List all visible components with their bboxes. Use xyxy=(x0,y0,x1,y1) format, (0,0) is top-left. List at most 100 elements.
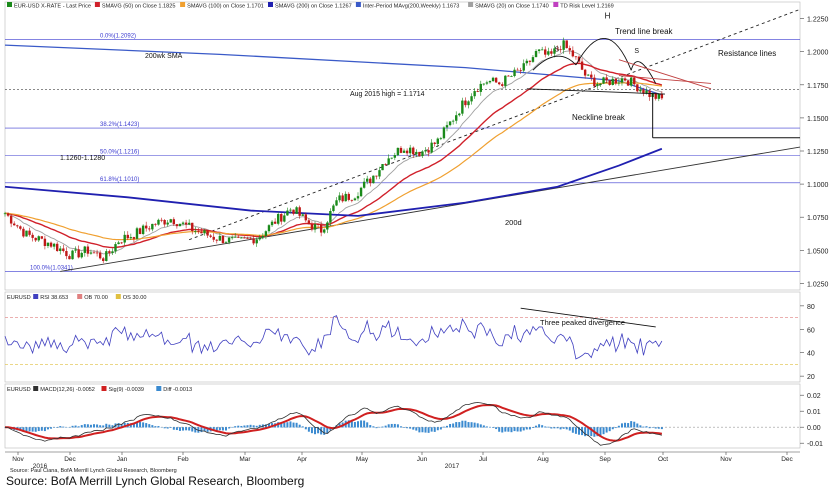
candle-body xyxy=(393,155,397,158)
macd-diff-bar xyxy=(96,424,99,428)
macd-tick-label: -0.01 xyxy=(807,441,823,448)
price-tick-label: 1.1000 xyxy=(807,182,829,189)
macd-diff-bar xyxy=(25,427,28,432)
macd-diff-bar xyxy=(492,427,495,428)
candle-body xyxy=(458,113,461,116)
macd-diff-bar xyxy=(584,427,587,437)
rsi-legend-swatch xyxy=(77,294,83,299)
macd-diff-bar xyxy=(587,427,590,436)
source-note: Source: BofA Merrill Lynch Global Resear… xyxy=(6,474,305,488)
candle-body xyxy=(626,80,630,86)
annotation-range: 1.1260-1.1280 xyxy=(60,155,105,162)
candle-body xyxy=(482,83,486,85)
candle-body xyxy=(657,93,661,99)
candle-body xyxy=(461,100,464,114)
candle-body xyxy=(292,209,295,214)
candle-body xyxy=(22,228,25,237)
divergence-line xyxy=(520,307,656,328)
macd-diff-bar xyxy=(360,420,363,428)
candle-body xyxy=(562,40,565,50)
candle-body xyxy=(645,90,648,94)
macd-diff-bar xyxy=(77,426,80,428)
fib-label: 50.0%(1.1216) xyxy=(100,150,139,156)
rsi-tick-label: 40 xyxy=(807,351,815,358)
macd-diff-bar xyxy=(304,427,307,430)
macd-diff-bar xyxy=(433,427,436,432)
macd-diff-bar xyxy=(485,426,488,428)
candle-body xyxy=(608,80,611,85)
candle-body xyxy=(359,187,363,197)
candle-body xyxy=(605,77,608,81)
x-tick-label: Oct xyxy=(658,456,668,463)
candle-body xyxy=(399,147,403,153)
candle-body xyxy=(611,78,614,85)
macd-diff-bar xyxy=(317,427,320,434)
candle-body xyxy=(550,51,553,54)
candle-body xyxy=(316,224,320,225)
candle-body xyxy=(166,222,169,225)
macd-diff-bar xyxy=(56,427,59,428)
candle-body xyxy=(525,60,529,64)
macd-diff-bar xyxy=(396,424,399,428)
macd-diff-bar xyxy=(203,427,206,432)
candle-body xyxy=(111,251,114,253)
macd-diff-bar xyxy=(132,423,135,428)
macd-diff-bar xyxy=(611,427,614,430)
macd-diff-bar xyxy=(22,427,25,432)
candle-body xyxy=(9,215,13,224)
candle-body xyxy=(356,196,360,199)
candle-body xyxy=(344,193,347,202)
macd-diff-bar xyxy=(221,427,224,431)
macd-diff-bar xyxy=(172,427,175,430)
macd-legend-entry: Diff -0.0013 xyxy=(163,387,192,393)
macd-diff-bar xyxy=(645,426,648,428)
candle-body xyxy=(3,213,7,215)
candle-body xyxy=(470,96,473,102)
macd-diff-bar xyxy=(169,427,172,428)
candle-body xyxy=(369,178,372,184)
candle-body xyxy=(402,150,406,153)
macd-diff-bar xyxy=(501,427,504,433)
macd-diff-bar xyxy=(449,424,452,428)
macd-diff-bar xyxy=(504,427,507,432)
candle-body xyxy=(497,82,501,85)
macd-diff-bar xyxy=(464,420,467,428)
fib-label: 61.8%(1.1010) xyxy=(100,177,139,183)
candle-body xyxy=(467,101,470,106)
macd-tick-label: 0.02 xyxy=(807,393,821,400)
candle-body xyxy=(243,237,246,239)
candle-body xyxy=(513,69,516,77)
macd-diff-bar xyxy=(568,427,571,431)
macd-diff-bar xyxy=(636,423,639,428)
macd-diff-bar xyxy=(369,425,372,428)
candle-body xyxy=(129,237,133,239)
candle-body xyxy=(215,239,218,241)
x-year-label: 2017 xyxy=(445,463,460,470)
candle-body xyxy=(553,48,556,54)
macd-diff-bar xyxy=(535,425,538,428)
candle-body xyxy=(390,157,393,159)
candle-body xyxy=(132,237,136,239)
candle-body xyxy=(556,48,559,50)
macd-diff-bar xyxy=(363,420,366,428)
macd-diff-bar xyxy=(353,422,356,428)
chart-canvas: 1.2250 1.2000 1.1750 1.1500 1.1250 1.1000 1.07… xyxy=(3,1,829,474)
candle-body xyxy=(629,77,633,86)
annotation-resistance: Resistance lines xyxy=(718,49,776,58)
candle-body xyxy=(430,142,433,153)
left-shoulder-arc xyxy=(532,55,577,71)
macd-diff-bar xyxy=(166,427,169,429)
annotation-200wk: 200wk SMA xyxy=(145,53,183,60)
legend-swatch xyxy=(94,2,100,7)
candle-body xyxy=(574,56,578,58)
macd-diff-bar xyxy=(228,427,231,429)
macd-diff-bar xyxy=(657,427,660,429)
macd-diff-bar xyxy=(356,421,359,428)
candle-body xyxy=(135,228,139,239)
candle-body xyxy=(329,211,332,223)
macd-diff-bar xyxy=(212,427,215,431)
candle-body xyxy=(55,243,59,251)
candle-body xyxy=(98,252,102,259)
candle-body xyxy=(451,120,455,122)
candle-body xyxy=(639,89,642,92)
